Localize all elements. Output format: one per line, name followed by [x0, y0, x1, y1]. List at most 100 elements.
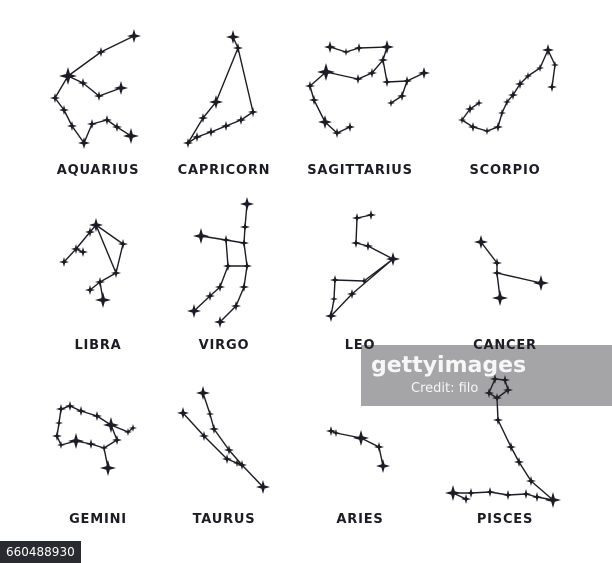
- star-icon: [492, 393, 502, 403]
- constellation-line: [406, 72, 425, 82]
- star-icon: [332, 429, 340, 437]
- watermark-brand: gettyimages: [371, 353, 527, 378]
- constellation-line: [371, 59, 384, 74]
- star-icon: [532, 492, 542, 502]
- star-icon: [237, 460, 247, 470]
- constellation-line: [241, 464, 264, 488]
- constellation-line: [219, 305, 237, 323]
- star-icon: [85, 227, 95, 237]
- star-icon: [367, 68, 377, 78]
- constellation-line: [512, 83, 521, 96]
- star-icon: [76, 406, 86, 416]
- constellation-line: [193, 295, 211, 312]
- star-icon: [71, 244, 81, 254]
- star-icon: [196, 386, 210, 400]
- star-icon: [526, 476, 536, 486]
- star-icon: [100, 460, 116, 476]
- constellation-line: [213, 428, 230, 451]
- star-icon: [78, 78, 88, 88]
- star-icon: [347, 289, 357, 299]
- star-icon: [68, 433, 84, 449]
- star-icon: [466, 488, 476, 498]
- constellation-virgo: [187, 197, 254, 328]
- star-icon: [95, 292, 111, 308]
- star-icon: [199, 431, 209, 441]
- star-icon: [222, 454, 232, 464]
- constellation-scorpio: [458, 44, 559, 135]
- star-icon: [330, 275, 340, 285]
- star-icon: [551, 61, 559, 69]
- star-icon: [324, 41, 336, 53]
- constellation-aries: [326, 426, 390, 473]
- label-sagittarius: SAGITTARIUS: [307, 163, 413, 178]
- label-scorpio: SCORPIO: [469, 163, 541, 178]
- constellation-line: [496, 272, 542, 284]
- constellation-line: [240, 111, 254, 121]
- star-icon: [397, 91, 407, 101]
- star-icon: [493, 122, 503, 132]
- star-icon: [221, 121, 231, 131]
- star-icon: [353, 430, 369, 446]
- watermark-credit: Credit: filo: [411, 381, 479, 396]
- star-icon: [345, 122, 355, 132]
- constellation-line: [203, 435, 228, 460]
- constellation-line: [210, 125, 227, 133]
- constellation-line: [63, 109, 73, 127]
- constellation-line: [530, 480, 554, 501]
- constellation-line: [89, 281, 101, 291]
- constellation-cancer: [474, 235, 549, 306]
- star-icon: [205, 291, 215, 301]
- star-icon: [542, 44, 554, 56]
- star-icon: [524, 72, 532, 80]
- constellation-line: [390, 95, 403, 104]
- star-icon: [85, 285, 95, 295]
- constellation-line: [98, 87, 122, 97]
- constellation-line: [75, 231, 91, 250]
- constellation-taurus: [177, 386, 270, 494]
- constellation-line: [330, 293, 353, 317]
- star-icon: [330, 295, 338, 303]
- star-icon: [465, 104, 475, 114]
- star-icon: [86, 439, 96, 449]
- watermark-logo: gettyimages Credit: filo: [371, 351, 601, 401]
- star-icon: [240, 222, 250, 232]
- constellation-line: [215, 47, 239, 103]
- star-icon: [536, 64, 544, 72]
- star-icon: [352, 213, 362, 223]
- star-icon: [59, 67, 77, 85]
- star-icon: [209, 424, 219, 434]
- star-icon: [545, 492, 561, 508]
- constellation-line: [80, 410, 98, 417]
- star-icon: [485, 487, 495, 497]
- constellation-line: [82, 82, 100, 97]
- label-capricorn: CAPRICORN: [177, 163, 271, 178]
- constellation-line: [496, 389, 509, 399]
- constellation-line: [63, 248, 77, 263]
- star-icon: [95, 277, 105, 287]
- constellation-capricorn: [183, 30, 258, 148]
- constellation-line: [547, 49, 556, 66]
- star-icon: [233, 43, 243, 53]
- constellation-line: [527, 67, 541, 77]
- constellation-line: [336, 126, 351, 134]
- star-icon: [484, 388, 494, 398]
- constellation-line: [480, 241, 498, 264]
- constellation-line: [182, 412, 205, 437]
- star-icon: [547, 82, 557, 92]
- constellation-line: [95, 224, 117, 274]
- constellation-leo: [325, 210, 400, 322]
- star-icon: [92, 411, 102, 421]
- label-libra: LIBRA: [74, 338, 122, 353]
- star-icon: [78, 137, 90, 149]
- constellation-pisces: [445, 374, 561, 508]
- star-icon: [187, 304, 201, 318]
- star-icon: [363, 241, 373, 251]
- star-icon: [100, 444, 108, 452]
- star-icon: [366, 210, 376, 220]
- constellation-line: [71, 125, 85, 144]
- star-icon: [236, 115, 246, 125]
- star-icon: [215, 282, 225, 292]
- constellation-line: [551, 64, 556, 88]
- star-icon: [376, 459, 390, 473]
- constellation-line: [187, 117, 204, 144]
